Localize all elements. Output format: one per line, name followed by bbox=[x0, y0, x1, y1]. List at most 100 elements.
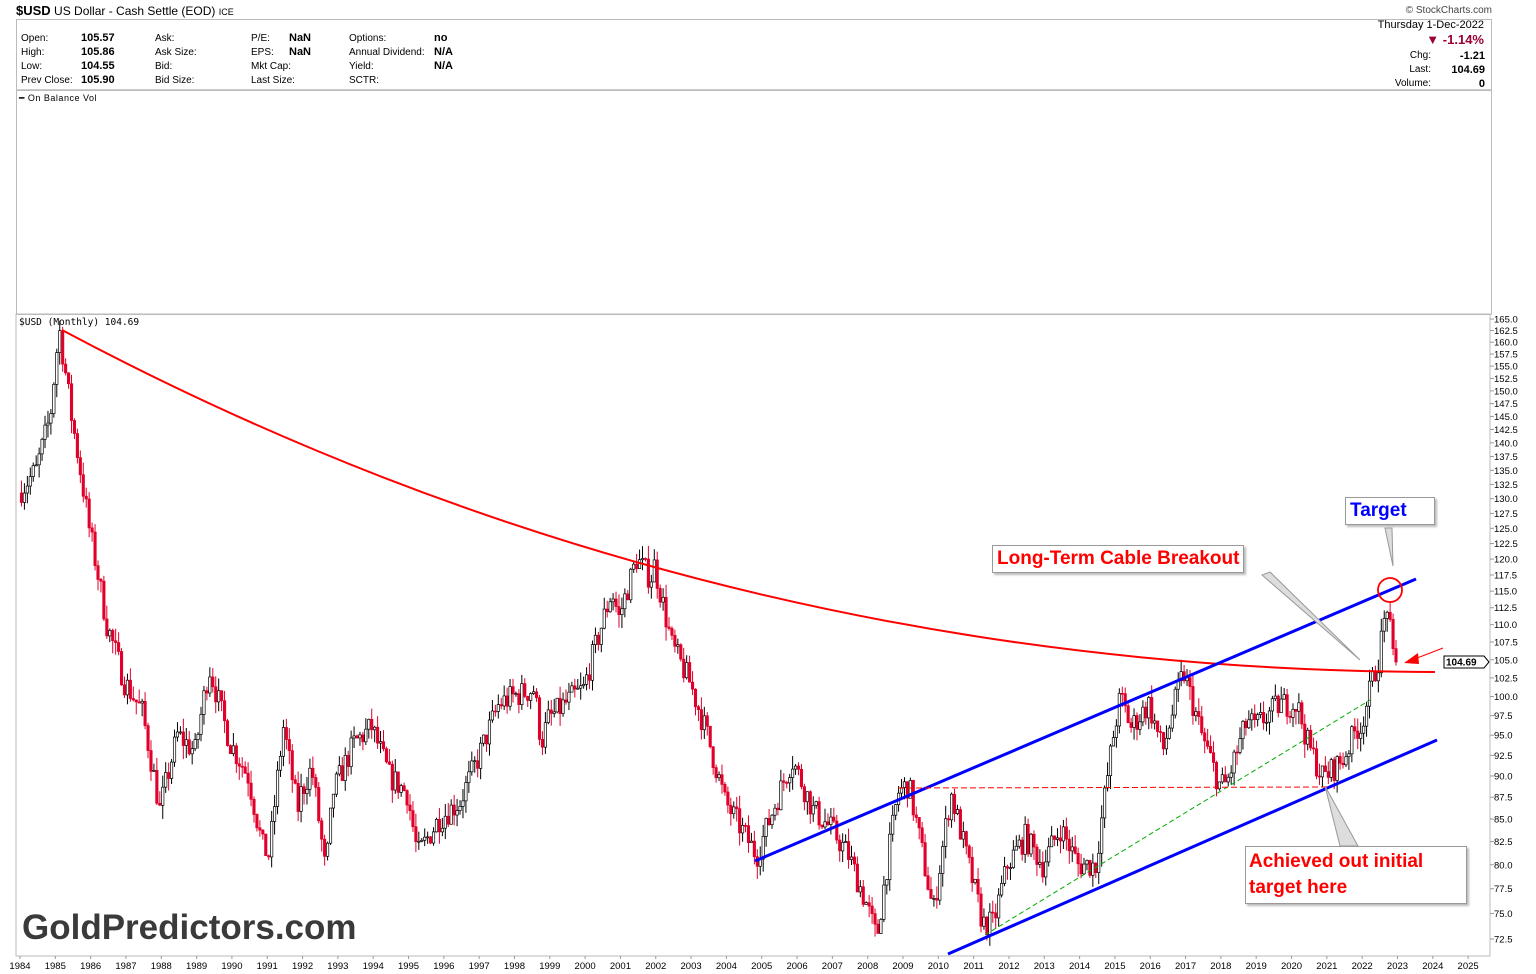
horizontal-dashed-line bbox=[897, 786, 1331, 789]
candle-down bbox=[743, 825, 748, 827]
candle-down bbox=[243, 766, 247, 774]
candle-down bbox=[646, 558, 650, 588]
candle-down bbox=[947, 818, 951, 821]
candle-up bbox=[702, 715, 706, 731]
candle-up bbox=[546, 709, 550, 723]
candle-up bbox=[231, 745, 235, 754]
x-tick-label: 2011 bbox=[963, 961, 983, 972]
candle-up bbox=[58, 330, 62, 353]
candle-down bbox=[693, 688, 698, 708]
candle-up bbox=[891, 814, 895, 835]
candle-up bbox=[623, 593, 627, 610]
candle-down bbox=[1156, 720, 1160, 732]
candle-down bbox=[102, 580, 106, 620]
x-tick-label: 1988 bbox=[151, 961, 172, 972]
candle-up bbox=[632, 563, 636, 570]
candle-down bbox=[1276, 695, 1280, 714]
candle-down bbox=[985, 916, 989, 935]
candle-down bbox=[408, 804, 412, 811]
candle-up bbox=[888, 833, 892, 880]
candle-up bbox=[1247, 719, 1251, 729]
candle-down bbox=[614, 598, 618, 607]
candle-down bbox=[643, 558, 648, 560]
candle-down bbox=[1076, 852, 1080, 865]
watermark: GoldPredictors.com bbox=[22, 908, 357, 947]
candle-up bbox=[532, 691, 536, 694]
candle-up bbox=[1367, 680, 1372, 707]
candle-up bbox=[393, 771, 397, 791]
y-tick-label: 165.0 bbox=[1494, 315, 1518, 326]
candle-down bbox=[258, 827, 262, 831]
candle-down bbox=[679, 644, 683, 660]
resistance-arc bbox=[61, 329, 1436, 673]
candle-down bbox=[72, 420, 77, 434]
x-tick-label: 1995 bbox=[398, 961, 419, 972]
candle-up bbox=[1170, 714, 1174, 729]
candle-down bbox=[776, 807, 780, 811]
candle-down bbox=[1356, 730, 1360, 739]
y-tick-label: 140.0 bbox=[1494, 438, 1518, 449]
candle-up bbox=[278, 755, 283, 771]
candle-up bbox=[34, 464, 38, 467]
candle-up bbox=[308, 767, 312, 790]
candle-up bbox=[1347, 753, 1351, 758]
candle-up bbox=[561, 699, 565, 714]
field-value: NaN bbox=[289, 46, 312, 58]
candle-down bbox=[402, 785, 406, 791]
candle-up bbox=[202, 690, 206, 715]
x-tick-label: 2012 bbox=[998, 961, 1019, 972]
y-tick-label: 132.5 bbox=[1494, 480, 1518, 491]
y-tick-label: 155.0 bbox=[1494, 362, 1518, 373]
candle-up bbox=[1335, 756, 1339, 781]
candle-up bbox=[217, 690, 221, 703]
candle-down bbox=[738, 808, 742, 834]
field-label: Bid: bbox=[155, 61, 173, 72]
candle-down bbox=[920, 827, 924, 843]
candle-up bbox=[520, 683, 524, 705]
candle-up bbox=[1250, 713, 1254, 721]
candle-down bbox=[958, 809, 962, 840]
candle-down bbox=[1058, 837, 1063, 842]
candle-up bbox=[570, 685, 574, 693]
candle-down bbox=[90, 527, 94, 533]
candle-up bbox=[805, 791, 809, 803]
candle-up bbox=[661, 596, 665, 603]
candle-down bbox=[1035, 846, 1039, 865]
candle-down bbox=[220, 690, 224, 702]
candle-down bbox=[1158, 731, 1163, 733]
candle-down bbox=[158, 802, 162, 806]
candle-down bbox=[122, 684, 127, 696]
candle-down bbox=[729, 804, 733, 815]
candle-up bbox=[273, 806, 277, 822]
candle-down bbox=[549, 709, 553, 714]
candle-down bbox=[1073, 846, 1077, 854]
y-tick-label: 110.0 bbox=[1494, 620, 1517, 631]
candle-down bbox=[826, 821, 830, 825]
candle-up bbox=[502, 695, 506, 707]
candle-up bbox=[125, 679, 129, 696]
candle-up bbox=[908, 780, 912, 799]
candle-down bbox=[340, 765, 344, 781]
y-tick-label: 160.0 bbox=[1494, 338, 1518, 349]
candle-up bbox=[1029, 833, 1033, 855]
y-tick-label: 87.5 bbox=[1494, 793, 1513, 804]
candle-down bbox=[287, 739, 291, 752]
y-tick-label: 150.0 bbox=[1494, 386, 1518, 397]
x-tick-label: 2014 bbox=[1069, 961, 1090, 972]
candle-up bbox=[1173, 688, 1177, 716]
candle-up bbox=[1273, 695, 1277, 700]
candle-down bbox=[767, 818, 771, 826]
arrow-head-icon bbox=[1404, 653, 1419, 664]
candle-down bbox=[411, 810, 415, 828]
candle-down bbox=[137, 701, 141, 704]
candle-down bbox=[523, 683, 527, 697]
candle-up bbox=[199, 714, 203, 735]
candle-up bbox=[1376, 672, 1380, 682]
quote-stat-label: Volume: bbox=[1394, 78, 1431, 89]
candle-down bbox=[205, 690, 209, 694]
candle-down bbox=[296, 783, 300, 812]
candle-up bbox=[640, 558, 645, 561]
x-tick-label: 1989 bbox=[186, 961, 207, 972]
quote-stat-value: -1.21 bbox=[1459, 50, 1485, 62]
